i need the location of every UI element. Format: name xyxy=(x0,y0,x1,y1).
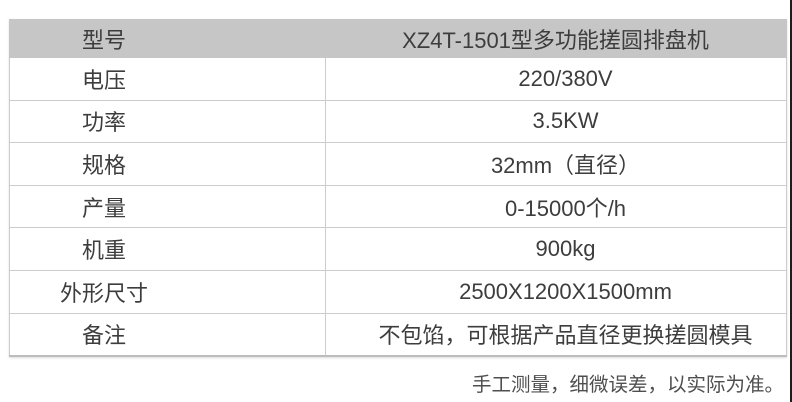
spec-value-cell: 900kg xyxy=(325,227,787,271)
spec-header-label: 型号 xyxy=(9,19,326,58)
spec-label-cell: 产量 xyxy=(9,184,326,229)
spec-value-cell: 0-15000个/h xyxy=(325,184,787,229)
spec-label-cell: 机重 xyxy=(9,227,326,271)
table-row: 产量 0-15000个/h xyxy=(9,184,787,229)
table-row: 功率 3.5KW xyxy=(9,99,787,144)
spec-value-cell: 3.5KW xyxy=(325,99,787,144)
table-row: 规格 32mm（直径） xyxy=(9,142,787,186)
table-row: 外形尺寸 2500X1200X1500mm xyxy=(9,269,787,314)
spec-label-cell: 电压 xyxy=(9,57,326,101)
spec-label-cell: 功率 xyxy=(9,99,326,144)
spec-table: 型号 XZ4T-1501型多功能搓圆排盘机 电压 220/380V 功率 3.5… xyxy=(9,19,787,357)
table-row: 备注 不包馅，可根据产品直径更换搓圆模具 xyxy=(9,312,787,357)
table-row: 机重 900kg xyxy=(9,227,787,271)
spec-header-value: XZ4T-1501型多功能搓圆排盘机 xyxy=(325,19,787,58)
table-row: 电压 220/380V xyxy=(9,57,787,101)
spec-header-row: 型号 XZ4T-1501型多功能搓圆排盘机 xyxy=(9,19,787,58)
spec-label-cell: 备注 xyxy=(9,312,326,357)
spec-value-cell: 32mm（直径） xyxy=(325,142,787,186)
spec-label-cell: 外形尺寸 xyxy=(9,269,326,314)
spec-value-cell: 2500X1200X1500mm xyxy=(325,269,787,314)
measurement-disclaimer: 手工测量，细微误差，以实际为准。 xyxy=(471,374,784,396)
spec-value-cell: 220/380V xyxy=(325,57,787,101)
spec-label-cell: 规格 xyxy=(9,142,326,186)
spec-value-cell: 不包馅，可根据产品直径更换搓圆模具 xyxy=(325,312,787,357)
right-edge-strip xyxy=(790,0,792,402)
